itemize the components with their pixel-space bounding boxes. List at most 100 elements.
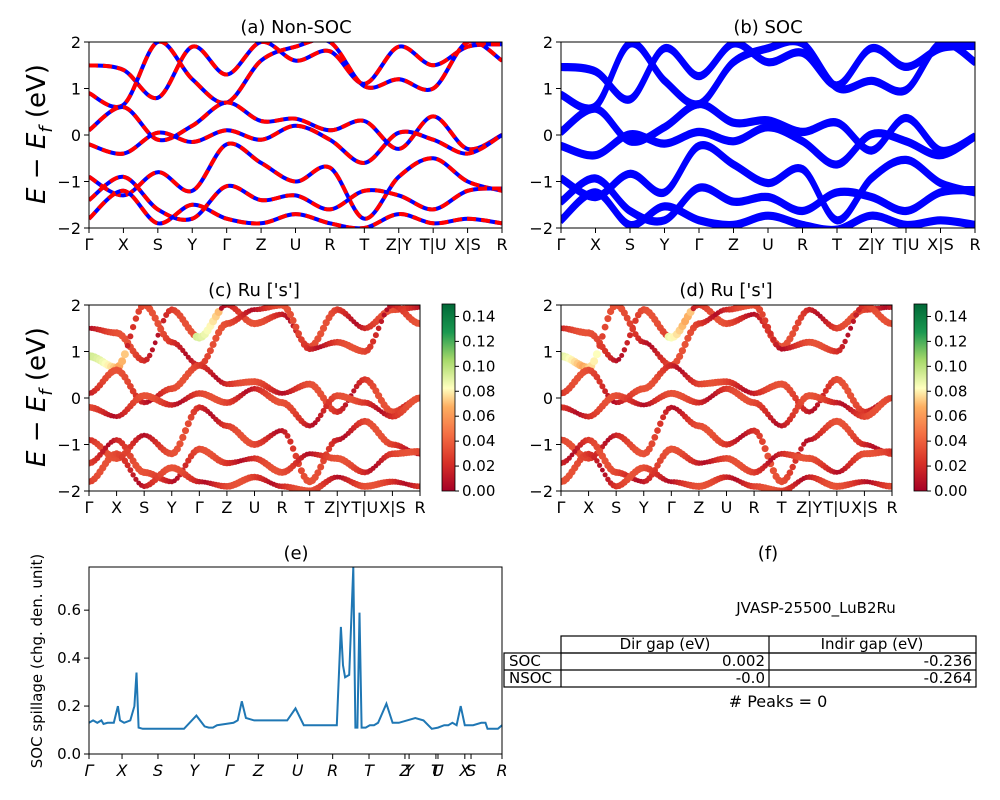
panel-f-title: (f) xyxy=(758,543,778,564)
ylabel-middle: E − Ef (eV) xyxy=(22,327,57,467)
panel-c-xtick: Z|Y xyxy=(324,498,350,517)
panel-d-ytick: −2 xyxy=(529,482,553,501)
projected-band-point xyxy=(320,407,327,414)
panel-a-xtick: U xyxy=(290,235,302,254)
panel-a-xtick: Z|Y xyxy=(386,235,412,254)
projected-band-point xyxy=(759,311,766,318)
panel-b-ytick: 2 xyxy=(543,33,553,52)
projected-band-point xyxy=(184,420,192,428)
panel-e-xtick: X xyxy=(116,761,129,780)
projected-band-point xyxy=(118,357,127,366)
projected-band-point xyxy=(157,325,165,333)
projected-band-point xyxy=(325,445,333,453)
colorbar-d: 0.14 0.12 0.10 0.08 0.06 0.04 0.02 0.00 xyxy=(913,303,967,500)
projected-band-point xyxy=(624,340,630,346)
panel-a-xtick: X|S xyxy=(454,235,481,254)
panel-a-xtick: Γ xyxy=(85,235,94,254)
panel-b-xtick: Γ xyxy=(557,235,566,254)
projected-band-point xyxy=(660,414,667,421)
projected-band-point xyxy=(888,448,892,455)
band-line-soc xyxy=(561,174,975,223)
projected-band-point xyxy=(176,440,184,448)
colorbar-c: 0.14 0.12 0.10 0.08 0.06 0.04 0.02 0.00 xyxy=(441,303,495,500)
band-line-soc-split xyxy=(561,127,975,169)
projected-band-point xyxy=(850,318,857,324)
spillage-line xyxy=(88,566,503,730)
panel-a-ytick: −1 xyxy=(57,173,81,192)
panel-c-ytick: 2 xyxy=(71,296,81,315)
projected-band-point xyxy=(417,305,420,310)
panel-c-ytick: −1 xyxy=(57,436,81,455)
projected-band-point xyxy=(602,388,608,395)
panel-c-xtick: R xyxy=(277,498,288,517)
projected-band-point xyxy=(794,319,802,327)
colorbar-tick-label: 0.12 xyxy=(934,332,967,350)
panel-a-xtick: T xyxy=(358,235,369,254)
panel-b-xtick: Γ xyxy=(695,235,704,254)
panel-b-xtick: R xyxy=(797,235,808,254)
band-line-nonsoc-spin-up xyxy=(89,174,502,222)
panel-b-xtick: Z|Y xyxy=(858,235,884,254)
projected-band-point xyxy=(160,317,167,324)
band-line-soc-split xyxy=(561,104,975,156)
panel-d-xtick: X|S xyxy=(851,498,878,517)
projected-band-point xyxy=(342,402,349,408)
projected-band-point xyxy=(284,433,291,439)
band-line-nonsoc-spin-up xyxy=(89,42,502,109)
band-line-soc-split xyxy=(561,178,975,226)
projected-band-point xyxy=(627,332,633,339)
band-line-nonsoc-spin-up xyxy=(89,100,502,152)
projected-band-point xyxy=(315,416,321,422)
colorbar-tick-label: 0.00 xyxy=(462,482,495,500)
panel-c-xtick: T xyxy=(304,498,315,517)
table-header-dir: Dir gap (eV) xyxy=(620,635,711,653)
projected-band-point xyxy=(149,347,155,353)
projected-band-point xyxy=(152,340,158,346)
projected-band-point xyxy=(569,452,575,458)
projected-band-point xyxy=(124,342,131,349)
panel-d-xtick: Z|Y xyxy=(796,498,822,517)
panel-b-title: (b) SOC xyxy=(733,17,802,38)
projected-band-point xyxy=(174,475,180,481)
colorbar-tick-label: 0.10 xyxy=(462,357,495,375)
panel-b-ytick: 1 xyxy=(543,80,553,99)
band-line-nonsoc-spin-down xyxy=(89,141,502,221)
colorbar-tick-label: 0.12 xyxy=(462,332,495,350)
projected-band-point xyxy=(619,353,625,358)
panel-c-xtick: Y xyxy=(166,498,177,517)
panel-c-xtick: Z xyxy=(221,498,232,517)
projected-band-point xyxy=(183,351,188,357)
panel-d-projected-bands: 210−1−2Γ X S Y Γ Z U R T Z|Y T|U X|S R xyxy=(529,296,897,517)
panel-d-ytick: 2 xyxy=(543,296,553,315)
panel-c-ytick: 1 xyxy=(71,343,81,362)
projected-band-point xyxy=(764,452,772,460)
projected-band-point xyxy=(651,434,659,441)
projected-band-point xyxy=(416,448,420,455)
projected-band-point xyxy=(297,467,305,475)
projected-band-point xyxy=(620,309,628,317)
panel-b-xtick: Z xyxy=(728,235,739,254)
projected-band-point xyxy=(602,472,608,478)
projected-band-point xyxy=(761,317,769,324)
panel-e-xtick: X xyxy=(458,761,471,780)
panel-d-ytick: −1 xyxy=(529,436,553,455)
panel-e-xtick: Z xyxy=(398,761,411,780)
projected-band-point xyxy=(676,352,684,360)
panel-e-xtick: Γ xyxy=(85,761,95,780)
panel-d-xtick: S xyxy=(611,498,621,517)
panel-d-xtick: Y xyxy=(638,498,649,517)
projected-band-point xyxy=(769,467,778,475)
panel-e-frame xyxy=(88,566,503,755)
panel-a-ytick: 1 xyxy=(71,80,81,99)
projected-band-point xyxy=(599,333,606,340)
projected-band-point xyxy=(632,317,639,324)
panel-e-xtick: T xyxy=(364,761,375,780)
panel-b-xtick: X|S xyxy=(927,235,954,254)
panel-d-xtick: R xyxy=(886,498,897,517)
band-line-soc-split xyxy=(561,145,975,225)
projected-band-point xyxy=(317,412,324,419)
panel-c-xtick: Γ xyxy=(195,498,204,517)
table-row-soc-dir: 0.002 xyxy=(722,652,765,670)
projected-band-point xyxy=(155,332,161,338)
projected-band-point xyxy=(317,330,325,338)
